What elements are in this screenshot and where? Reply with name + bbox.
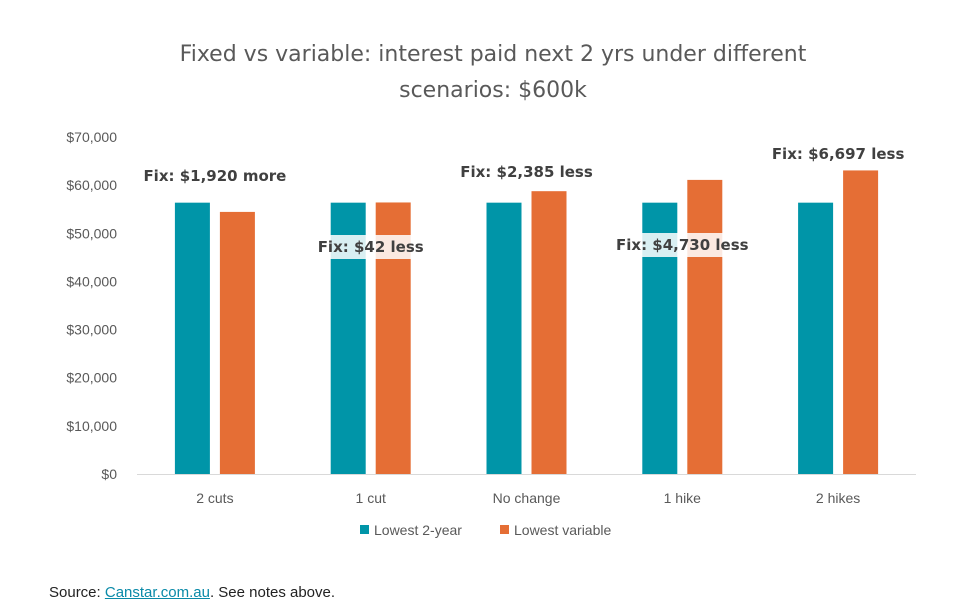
bar-lowest-variable (687, 179, 723, 475)
y-tick-label: $20,000 (66, 370, 117, 386)
y-tick-label: $30,000 (66, 322, 117, 338)
source-link[interactable]: Canstar.com.au (104, 584, 210, 601)
legend-swatch-lowest-variable (500, 525, 509, 534)
chart-title-line-2: scenarios: $600k (399, 78, 587, 103)
annotation-label: Fix: $1,920 more (143, 167, 286, 185)
x-tick-label: 2 hikes (816, 490, 860, 506)
source-note: Source: Canstar.com.au. See notes above. (49, 584, 335, 601)
legend: Lowest 2-year Lowest variable (360, 522, 611, 538)
x-tick-label: No change (493, 490, 561, 506)
y-tick-label: $70,000 (66, 129, 117, 145)
annotation-label: Fix: $2,385 less (460, 163, 593, 181)
y-tick-label: $50,000 (66, 225, 117, 241)
bar-lowest-2-year (486, 202, 522, 474)
legend-label-lowest-2-year: Lowest 2-year (374, 522, 462, 538)
x-tick-label: 1 hike (664, 490, 702, 506)
annotation-label: Fix: $6,697 less (772, 145, 905, 163)
bar-lowest-variable (843, 170, 879, 474)
y-tick-label: $40,000 (66, 273, 117, 289)
annotation-background (317, 235, 424, 259)
x-tick-label: 2 cuts (196, 490, 233, 506)
source-suffix: . See notes above. (209, 584, 336, 601)
bar-lowest-2-year (798, 202, 834, 474)
y-tick-label: $60,000 (66, 177, 117, 193)
chart-title-line-1: Fixed vs variable: interest paid next 2 … (180, 42, 807, 67)
source-prefix: Source: (49, 584, 105, 601)
x-tick-label: 1 cut (356, 490, 386, 506)
bar-lowest-2-year (174, 202, 210, 474)
annotation-background (616, 233, 749, 257)
legend-swatch-lowest-2-year (360, 525, 369, 534)
y-tick-label: $0 (101, 466, 117, 482)
bar-lowest-variable (219, 211, 255, 474)
annotation-label: Fix: $42 less (318, 238, 424, 256)
annotation-label: Fix: $4,730 less (616, 236, 749, 254)
legend-label-lowest-variable: Lowest variable (514, 522, 611, 538)
bar-lowest-variable (531, 191, 567, 474)
y-tick-label: $10,000 (66, 418, 117, 434)
